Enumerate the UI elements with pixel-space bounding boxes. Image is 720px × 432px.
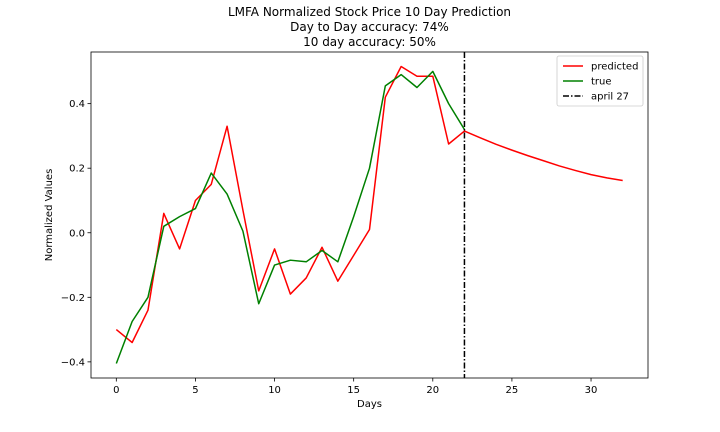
x-tick-label: 15 — [347, 385, 360, 396]
series-line-true — [115, 70, 466, 364]
legend: predicted true april 27 — [556, 55, 644, 107]
y-axis-label: Normalized Values — [44, 169, 55, 262]
series-line-predicted — [115, 65, 623, 344]
y-tick-label: −0.2 — [61, 293, 85, 304]
legend-label-predicted: predicted — [591, 62, 638, 73]
chart-title-line-3: 10 day accuracy: 50% — [303, 35, 436, 49]
chart-title-line-2: Day to Day accuracy: 74% — [290, 20, 449, 34]
x-tick-label: 20 — [426, 385, 439, 396]
x-tick-label: 5 — [192, 385, 198, 396]
x-tick-label: 0 — [113, 385, 119, 396]
y-tick-label: −0.4 — [61, 357, 85, 368]
x-tick-label: 30 — [585, 385, 598, 396]
y-tick-label: 0.0 — [69, 228, 85, 239]
chart-title-line-1: LMFA Normalized Stock Price 10 Day Predi… — [228, 5, 511, 19]
plot-frame — [90, 51, 649, 379]
y-tick-label: 0.2 — [69, 164, 85, 175]
x-axis: 0 5 10 15 20 25 30 — [113, 378, 597, 396]
legend-label-april-27: april 27 — [591, 92, 629, 103]
x-axis-label: Days — [357, 399, 382, 410]
y-tick-label: 0.4 — [69, 99, 85, 110]
series-layer — [115, 52, 623, 378]
y-axis: −0.4 −0.2 0.0 0.2 0.4 — [61, 99, 91, 368]
x-tick-label: 25 — [506, 385, 519, 396]
legend-box — [556, 55, 644, 107]
legend-label-true: true — [591, 77, 612, 88]
x-tick-label: 10 — [268, 385, 281, 396]
